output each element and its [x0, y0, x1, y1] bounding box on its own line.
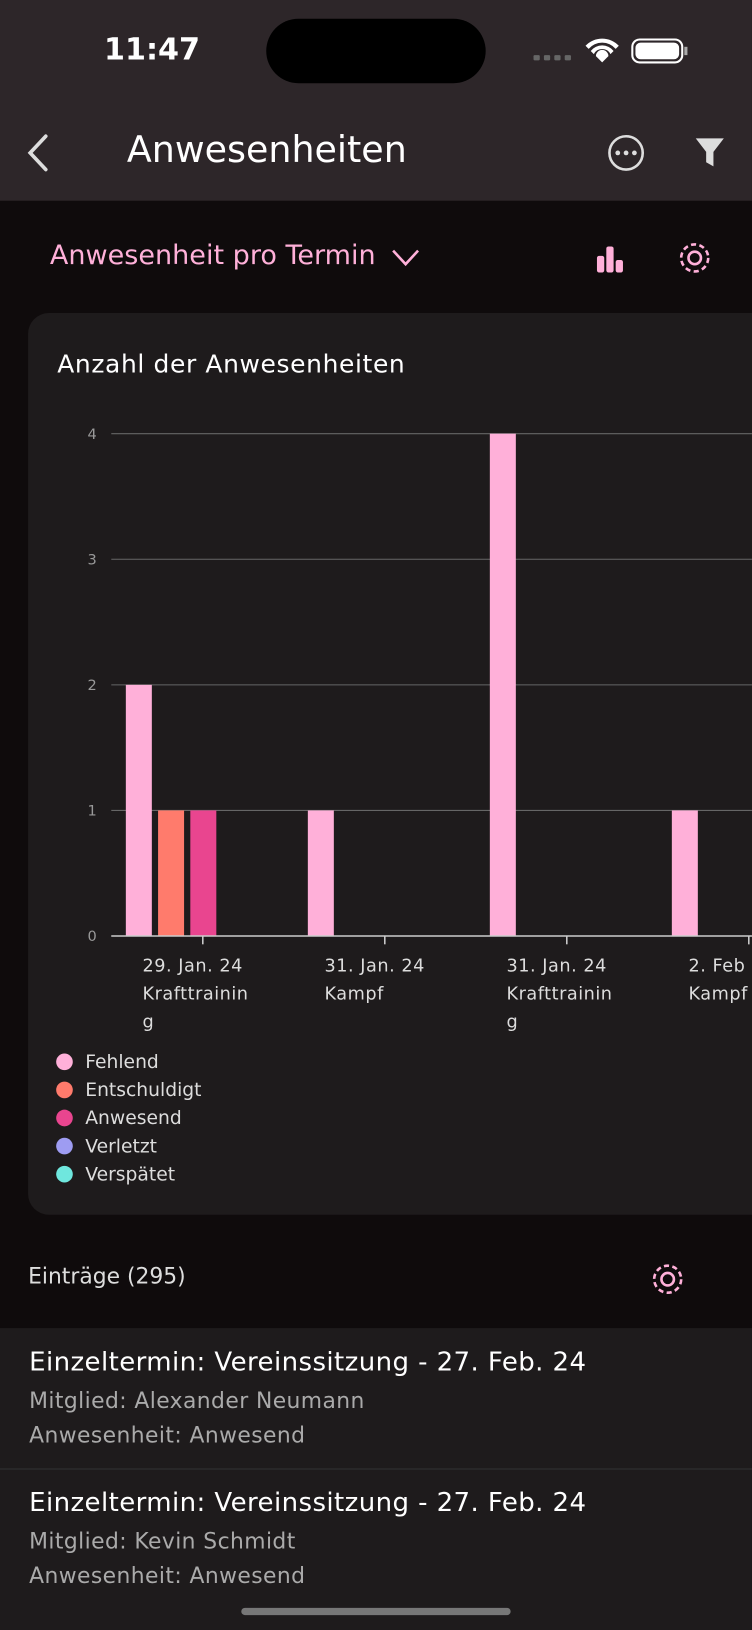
divider [0, 1468, 752, 1470]
entries-header: Einträge (295) [28, 1263, 186, 1289]
legend-swatch [56, 1137, 73, 1155]
island [266, 18, 486, 84]
bar [307, 810, 334, 936]
legend-label: Verspätet [85, 1164, 175, 1185]
home-indicator [241, 1607, 511, 1616]
y-tick-label: 1 [87, 803, 96, 820]
entry-title: Einzeltermin: Vereinssitzung - 27. Feb. … [29, 1487, 587, 1518]
x-tick-label-box: 2. Feb Kampf [688, 955, 748, 1005]
x-tick-label: 2. Feb Kampf [688, 955, 748, 1005]
y-tick-label: 4 [87, 426, 96, 443]
bar [125, 684, 152, 936]
x-tick-label-box: 29. Jan. 24 Krafttraining [142, 955, 249, 1033]
entry-member: Mitglied: Alexander Neumann [29, 1388, 365, 1414]
x-tick-label: 31. Jan. 24 Kampf [324, 955, 425, 1005]
legend-label: Fehlend [85, 1052, 159, 1073]
time: 11:47 [104, 31, 201, 67]
legend-swatch [56, 1053, 73, 1071]
nav-title: Anwesenheiten [126, 130, 407, 172]
x-tick-label: 29. Jan. 24 Krafttraining [142, 955, 249, 1033]
y-tick-label: 0 [87, 928, 96, 945]
bar [158, 810, 185, 936]
entry-status: Anwesenheit: Anwesend [29, 1563, 306, 1589]
legend-swatch [56, 1109, 73, 1127]
bar [671, 810, 698, 936]
bar [190, 810, 217, 936]
back-button[interactable] [21, 130, 52, 176]
status-icons [533, 38, 688, 64]
legend-label: Anwesend [85, 1108, 181, 1129]
chart-title: Anzahl der Anwesenheiten [57, 349, 405, 378]
legend-swatch [56, 1081, 73, 1099]
legend-label: Entschuldigt [85, 1080, 201, 1101]
entry-member: Mitglied: Kevin Schmidt [29, 1528, 296, 1554]
legend-swatch [56, 1165, 73, 1183]
entries-settings[interactable] [647, 1259, 689, 1301]
y-tick-label: 3 [87, 551, 96, 568]
chart-selector[interactable]: Anwesenheit pro Termin [49, 240, 376, 272]
x-tick-label: 31. Jan. 24 Krafttraining [506, 955, 613, 1033]
x-tick-label-box: 31. Jan. 24 Krafttraining [506, 955, 613, 1033]
legend-label: Verletzt [85, 1136, 157, 1157]
entries-list: Einzeltermin: Vereinssitzung - 27. Feb. … [0, 1328, 752, 1630]
entry-title: Einzeltermin: Vereinssitzung - 27. Feb. … [29, 1346, 587, 1377]
entry-status: Anwesenheit: Anwesend [29, 1422, 306, 1448]
x-tick-label-box: 31. Jan. 24 Kampf [324, 955, 425, 1005]
toolbar-icons[interactable] [390, 241, 733, 278]
bar [489, 433, 516, 936]
y-tick-label: 2 [87, 677, 96, 694]
nav-actions[interactable] [605, 132, 730, 174]
